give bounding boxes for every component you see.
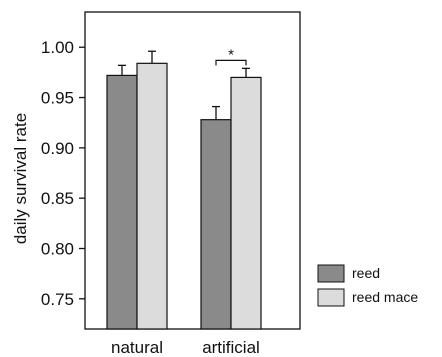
legend-label: reed [352, 265, 380, 281]
bar-reed-mace-natural [136, 62, 168, 330]
y-axis-title: daily survival rate [11, 113, 30, 244]
y-tick-label: 0.75 [41, 290, 74, 309]
x-category-label: artificial [202, 338, 260, 357]
legend-label: reed mace [352, 289, 418, 305]
y-tick-label: 0.80 [41, 239, 74, 258]
bar-reed-natural [106, 74, 138, 330]
legend-swatch-reed [317, 264, 345, 283]
y-tick-label: 0.85 [41, 189, 74, 208]
y-tick-label: 0.90 [41, 139, 74, 158]
plot-frame [84, 11, 301, 330]
bar-reed-mace-artificial [230, 76, 262, 330]
y-tick-label: 0.95 [41, 89, 74, 108]
bar-reed-artificial [200, 119, 232, 330]
y-tick-label: 1.00 [41, 38, 74, 57]
x-category-label: natural [111, 338, 163, 357]
legend-swatch-reed-mace [317, 288, 345, 307]
significance-bracket [215, 59, 247, 66]
significance-label: * [228, 46, 234, 63]
